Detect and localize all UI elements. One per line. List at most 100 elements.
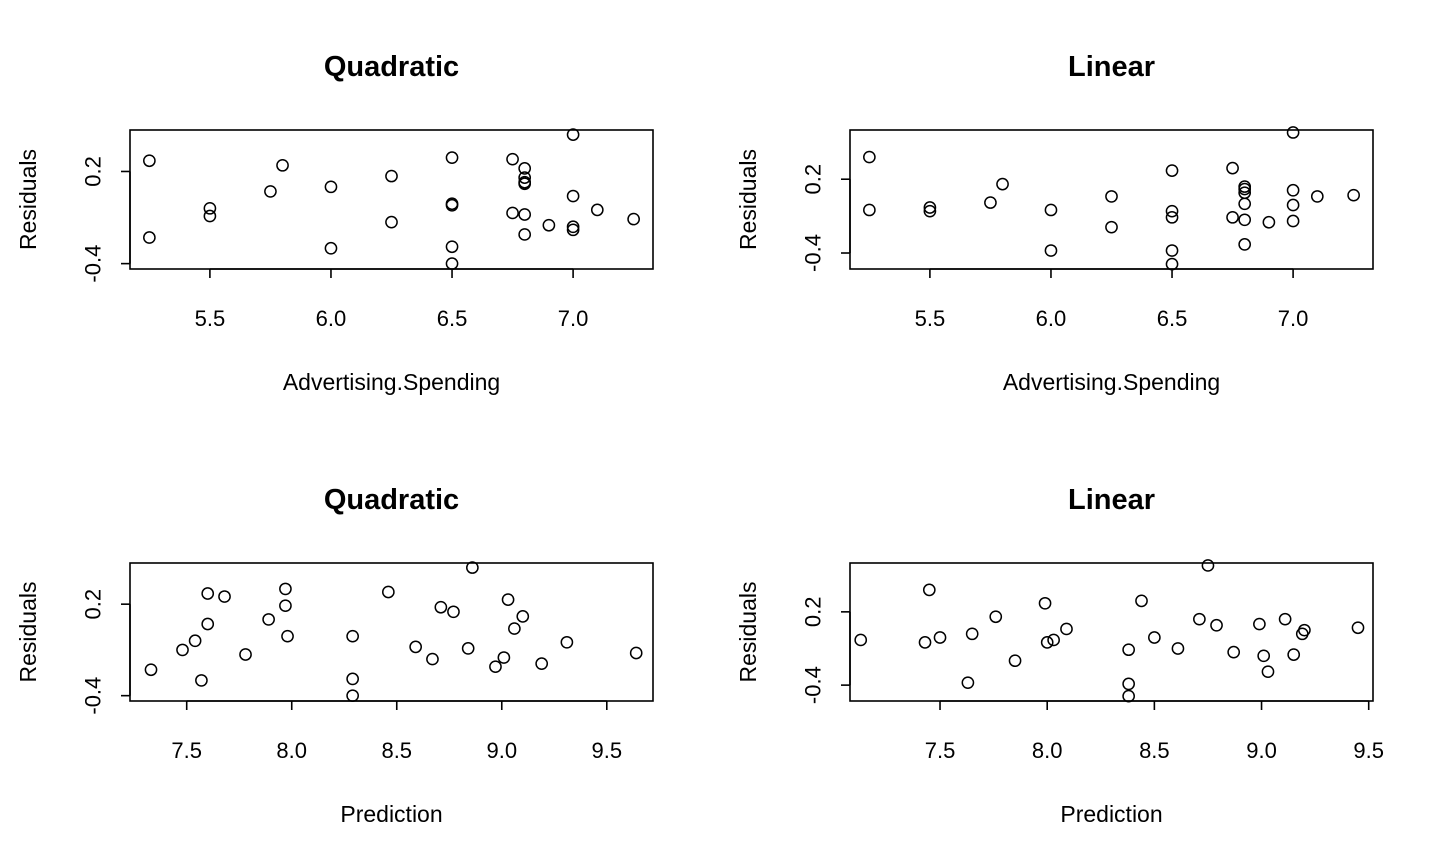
- data-point: [381, 585, 395, 599]
- data-point: [385, 169, 398, 183]
- x-tick-label: 7.5: [171, 738, 202, 763]
- data-point: [566, 189, 580, 203]
- data-point: [1351, 621, 1365, 635]
- data-point: [203, 209, 217, 223]
- data-point: [1044, 244, 1058, 257]
- data-point: [445, 257, 459, 270]
- data-point: [923, 204, 937, 218]
- data-point: [518, 228, 532, 241]
- data-point: [497, 651, 511, 664]
- x-tick-label: 9.0: [486, 738, 517, 763]
- x-tick-label: 6.0: [316, 306, 347, 331]
- data-point: [195, 674, 208, 687]
- data-point: [923, 201, 937, 214]
- data-point: [445, 240, 459, 254]
- data-point: [1201, 559, 1215, 572]
- data-point: [542, 218, 556, 232]
- data-point: [1165, 244, 1179, 257]
- y-tick-label: -0.4: [801, 666, 826, 704]
- y-tick-label: 0.2: [81, 589, 106, 620]
- data-point: [346, 689, 359, 703]
- data-point: [566, 223, 580, 237]
- data-point: [506, 152, 519, 166]
- data-point: [863, 150, 876, 164]
- x-tick-label: 6.0: [1036, 306, 1067, 331]
- data-point: [1278, 612, 1292, 626]
- data-point: [143, 231, 156, 244]
- data-point: [188, 634, 202, 648]
- data-point: [385, 215, 398, 229]
- data-point: [201, 617, 215, 631]
- data-point: [466, 561, 479, 574]
- y-tick-label: -0.4: [81, 677, 106, 715]
- panel-title: Quadratic: [324, 484, 459, 516]
- data-point: [854, 633, 868, 647]
- data-point: [566, 128, 580, 141]
- panel-title: Quadratic: [324, 51, 459, 83]
- data-point: [1047, 633, 1060, 647]
- data-point: [1122, 689, 1135, 703]
- data-point: [1286, 126, 1300, 139]
- x-axis-title: Prediction: [340, 801, 442, 827]
- data-point: [324, 180, 338, 194]
- data-point: [627, 212, 640, 226]
- data-point: [1238, 213, 1252, 227]
- scatter-panel-3: Quadratic 7.5 8.0 8.5 9.0 9.5 -0.4 0.2 Predictio…: [15, 484, 654, 827]
- data-point: [144, 663, 158, 677]
- data-point: [1122, 643, 1135, 657]
- data-point: [516, 610, 530, 623]
- data-point: [996, 177, 1009, 191]
- y-axis-title: Residuals: [15, 582, 41, 683]
- data-point: [279, 599, 292, 613]
- plot-frame: [129, 129, 654, 270]
- data-point: [560, 635, 574, 649]
- x-tick-label: 9.0: [1246, 738, 1277, 763]
- panel-title: Linear: [1068, 484, 1155, 516]
- data-point: [201, 587, 215, 600]
- scatter-panel-1: Quadratic 5.5 6.0 6.5 7.0 -0.4 0.2 Advertising.…: [15, 51, 654, 395]
- data-point: [961, 676, 975, 690]
- data-point: [989, 610, 1003, 624]
- data-point: [176, 643, 189, 657]
- data-point: [1257, 649, 1271, 663]
- data-point: [276, 158, 289, 172]
- x-tick-label: 8.0: [276, 738, 307, 763]
- x-tick-label: 7.0: [1278, 306, 1309, 331]
- data-point: [518, 177, 532, 191]
- y-tick-label: -0.4: [81, 245, 106, 283]
- y-tick-label: -0.4: [801, 234, 826, 272]
- data-point: [1135, 594, 1148, 608]
- data-point: [1193, 612, 1206, 626]
- data-point: [426, 652, 439, 666]
- data-point: [1253, 617, 1266, 631]
- x-axis-title: Advertising.Spending: [1003, 369, 1220, 395]
- scatter-panel-2: Linear 5.5 6.0 6.5 7.0 -0.4 0.2 Advertising.Spe…: [735, 51, 1374, 395]
- plot-frame: [129, 562, 654, 702]
- data-point: [535, 657, 549, 670]
- data-point: [922, 583, 936, 597]
- data-point: [1171, 642, 1185, 655]
- data-point: [1286, 183, 1300, 197]
- data-point: [1105, 220, 1118, 234]
- data-point: [933, 631, 947, 644]
- data-point: [1040, 636, 1054, 649]
- data-point: [1286, 198, 1300, 212]
- data-point: [489, 660, 502, 674]
- data-point: [1310, 190, 1324, 203]
- data-point: [1122, 677, 1135, 691]
- data-point: [965, 627, 979, 641]
- x-axis-title: Advertising.Spending: [283, 369, 500, 395]
- x-tick-label: 7.5: [925, 738, 956, 763]
- data-point: [1226, 210, 1239, 224]
- y-tick-label: 0.2: [801, 164, 826, 195]
- data-point: [203, 201, 217, 215]
- data-point: [279, 582, 292, 596]
- data-point: [1038, 596, 1052, 610]
- data-point: [863, 203, 876, 217]
- data-point: [445, 198, 459, 212]
- x-tick-label: 7.0: [558, 306, 589, 331]
- x-tick-label: 9.5: [1353, 738, 1384, 763]
- data-point: [1165, 204, 1179, 218]
- x-tick-label: 9.5: [591, 738, 622, 763]
- x-tick-label: 6.5: [1157, 306, 1188, 331]
